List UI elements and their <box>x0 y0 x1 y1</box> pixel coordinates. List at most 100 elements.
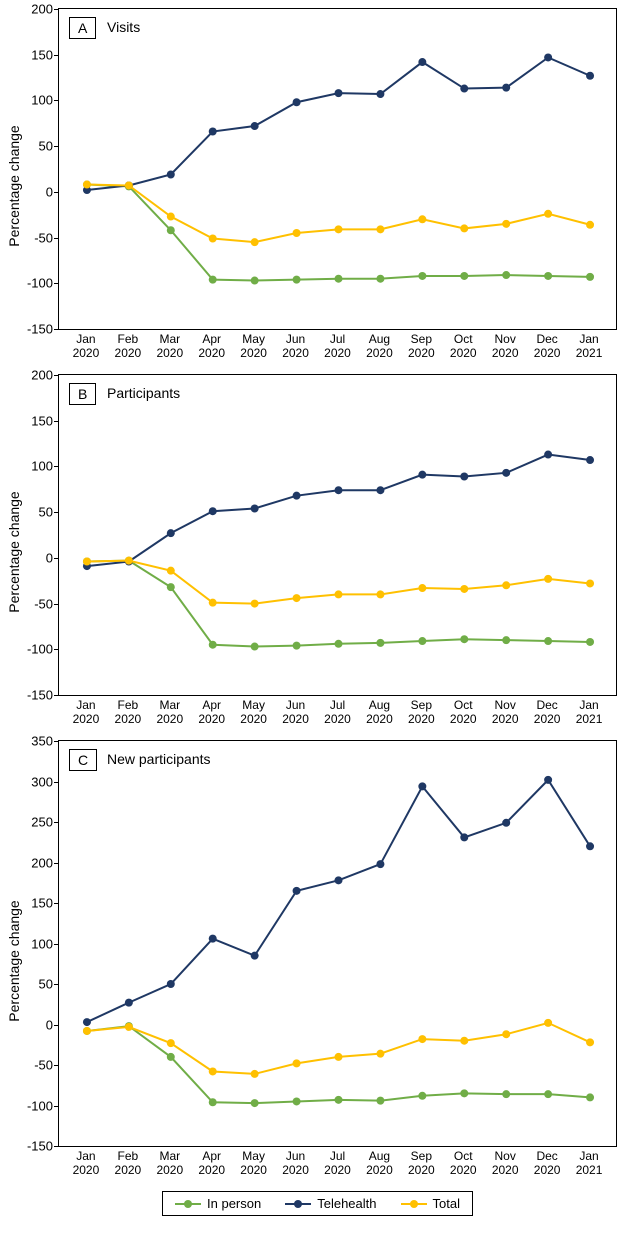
series-marker-total <box>209 1067 217 1075</box>
series-marker-telehealth <box>376 486 384 494</box>
x-tick-label: Jul2020 <box>320 332 356 361</box>
series-line-telehealth <box>87 455 590 567</box>
series-marker-telehealth <box>167 980 175 988</box>
x-tick-label: Dec2020 <box>529 1149 565 1178</box>
x-tick-label: Apr2020 <box>194 698 230 727</box>
x-tick-label: Nov2020 <box>487 698 523 727</box>
series-marker-telehealth <box>502 819 510 827</box>
x-tick-label: Aug2020 <box>361 332 397 361</box>
series-marker-in_person <box>335 275 343 283</box>
series-marker-in_person <box>502 636 510 644</box>
series-marker-telehealth <box>335 486 343 494</box>
legend-label-total: Total <box>433 1196 460 1211</box>
series-marker-in_person <box>293 276 301 284</box>
series-marker-total <box>376 590 384 598</box>
plot-area-a: A Visits -150-100-50050100150200 <box>58 8 617 330</box>
x-tick-label: Aug2020 <box>361 1149 397 1178</box>
series-marker-telehealth <box>376 860 384 868</box>
x-tick-label: Jun2020 <box>278 332 314 361</box>
series-marker-total <box>251 238 259 246</box>
series-marker-telehealth <box>418 58 426 66</box>
series-marker-in_person <box>586 1093 594 1101</box>
series-marker-telehealth <box>460 472 468 480</box>
panel-a: Percentage change A Visits -150-100-5005… <box>0 8 635 364</box>
x-tick-label: Oct2020 <box>445 332 481 361</box>
series-marker-telehealth <box>460 85 468 93</box>
series-marker-in_person <box>586 273 594 281</box>
x-tick-label: Jan2020 <box>68 332 104 361</box>
x-tick-label: Jan2021 <box>571 1149 607 1178</box>
series-marker-total <box>418 215 426 223</box>
series-marker-in_person <box>167 583 175 591</box>
x-tick-label: Jan2020 <box>68 1149 104 1178</box>
x-tick-label: Sep2020 <box>403 332 439 361</box>
legend-swatch-in-person <box>175 1203 201 1205</box>
series-marker-in_person <box>167 226 175 234</box>
series-marker-in_person <box>335 1096 343 1104</box>
plot-area-b: B Participants -150-100-50050100150200 <box>58 374 617 696</box>
series-marker-in_person <box>376 275 384 283</box>
series-marker-in_person <box>376 1097 384 1105</box>
x-tick-label: Jul2020 <box>320 698 356 727</box>
series-line-total <box>87 185 590 243</box>
series-marker-telehealth <box>376 90 384 98</box>
series-marker-total <box>167 1039 175 1047</box>
legend-item-telehealth: Telehealth <box>285 1196 376 1211</box>
series-marker-telehealth <box>209 507 217 515</box>
series-marker-total <box>586 579 594 587</box>
legend-item-total: Total <box>401 1196 460 1211</box>
series-marker-telehealth <box>167 529 175 537</box>
legend-label-in-person: In person <box>207 1196 261 1211</box>
series-marker-total <box>502 581 510 589</box>
x-tick-label: Mar2020 <box>152 332 188 361</box>
series-marker-telehealth <box>209 128 217 136</box>
series-marker-in_person <box>418 637 426 645</box>
x-tick-labels-b: Jan2020Feb2020Mar2020Apr2020May2020Jun20… <box>58 696 617 730</box>
x-tick-label: Mar2020 <box>152 698 188 727</box>
series-marker-telehealth <box>460 833 468 841</box>
series-marker-total <box>209 599 217 607</box>
series-line-in_person <box>87 561 590 647</box>
series-marker-total <box>83 181 91 189</box>
x-tick-label: Nov2020 <box>487 1149 523 1178</box>
figure-root: Percentage change A Visits -150-100-5005… <box>0 0 635 1216</box>
series-marker-in_person <box>586 638 594 646</box>
series-line-telehealth <box>87 780 590 1022</box>
series-marker-telehealth <box>335 89 343 97</box>
x-tick-labels-c: Jan2020Feb2020Mar2020Apr2020May2020Jun20… <box>58 1147 617 1181</box>
x-tick-label: Sep2020 <box>403 698 439 727</box>
series-marker-telehealth <box>293 98 301 106</box>
series-marker-total <box>125 181 133 189</box>
x-tick-label: Apr2020 <box>194 332 230 361</box>
series-marker-telehealth <box>544 53 552 61</box>
series-marker-total <box>335 1053 343 1061</box>
series-marker-total <box>586 1038 594 1046</box>
x-tick-label: Jun2020 <box>278 698 314 727</box>
series-marker-telehealth <box>251 952 259 960</box>
series-marker-in_person <box>209 1098 217 1106</box>
series-marker-in_person <box>418 272 426 280</box>
chart-svg <box>59 741 618 1146</box>
series-marker-telehealth <box>502 84 510 92</box>
series-marker-total <box>544 210 552 218</box>
series-marker-telehealth <box>167 170 175 178</box>
series-marker-in_person <box>418 1092 426 1100</box>
series-marker-telehealth <box>293 492 301 500</box>
series-marker-total <box>544 1019 552 1027</box>
series-marker-total <box>251 1070 259 1078</box>
series-marker-telehealth <box>335 876 343 884</box>
series-marker-in_person <box>376 639 384 647</box>
series-marker-total <box>293 229 301 237</box>
series-marker-total <box>335 225 343 233</box>
series-marker-telehealth <box>544 776 552 784</box>
series-marker-telehealth <box>293 887 301 895</box>
series-marker-in_person <box>502 271 510 279</box>
series-line-telehealth <box>87 57 590 190</box>
series-marker-total <box>376 1050 384 1058</box>
x-tick-label: May2020 <box>236 332 272 361</box>
legend-label-telehealth: Telehealth <box>317 1196 376 1211</box>
x-tick-label: Jan2021 <box>571 698 607 727</box>
legend: In person Telehealth Total <box>162 1191 473 1216</box>
x-tick-label: Sep2020 <box>403 1149 439 1178</box>
series-marker-in_person <box>251 643 259 651</box>
